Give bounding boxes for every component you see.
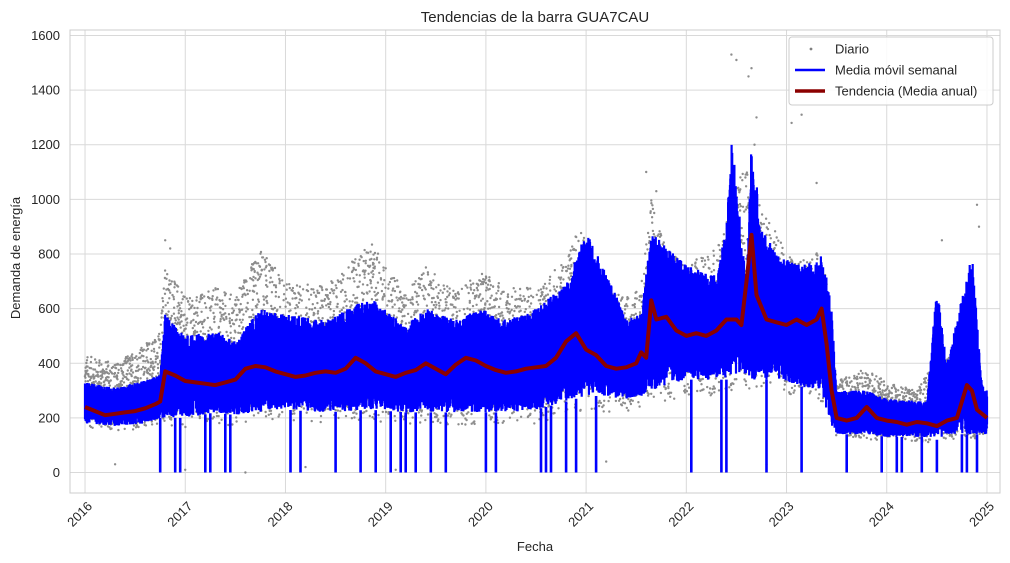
y-tick-label: 0 (53, 465, 60, 480)
legend-entry-weekly: Media móvil semanal (795, 63, 957, 78)
legend-entry-trend: Tendencia (Media anual) (795, 84, 977, 99)
trend-line (84, 232, 989, 429)
y-tick-label: 200 (38, 410, 60, 425)
y-axis: 0 200 400 600 800 1000 1200 1400 1600 (31, 28, 60, 480)
weekly-dropouts (158, 379, 979, 473)
x-axis-label: Fecha (517, 539, 554, 554)
legend-marker-daily (809, 47, 813, 51)
legend-box (788, 36, 994, 106)
legend: Diario Media móvil semanal Tendencia (Me… (788, 36, 994, 106)
series-annual-trend (84, 232, 989, 429)
y-tick-label: 1200 (31, 137, 60, 152)
y-tick-label: 800 (38, 246, 60, 261)
y-tick-label: 1600 (31, 28, 60, 43)
y-tick-label: 600 (38, 301, 60, 316)
y-tick-label: 1000 (31, 192, 60, 207)
chart-title: Tendencias de la barra GUA7CAU (421, 9, 649, 26)
legend-entry-daily: Diario (809, 42, 869, 57)
legend-label-weekly: Media móvil semanal (835, 63, 957, 78)
legend-label-daily: Diario (835, 42, 869, 57)
plot-frame (69, 29, 1001, 494)
y-tick-label: 1400 (31, 83, 60, 98)
y-tick-label: 400 (38, 356, 60, 371)
y-axis-label: Demanda de energía (8, 196, 23, 319)
legend-label-trend: Tendencia (Media anual) (835, 84, 977, 99)
grid (70, 30, 1000, 493)
